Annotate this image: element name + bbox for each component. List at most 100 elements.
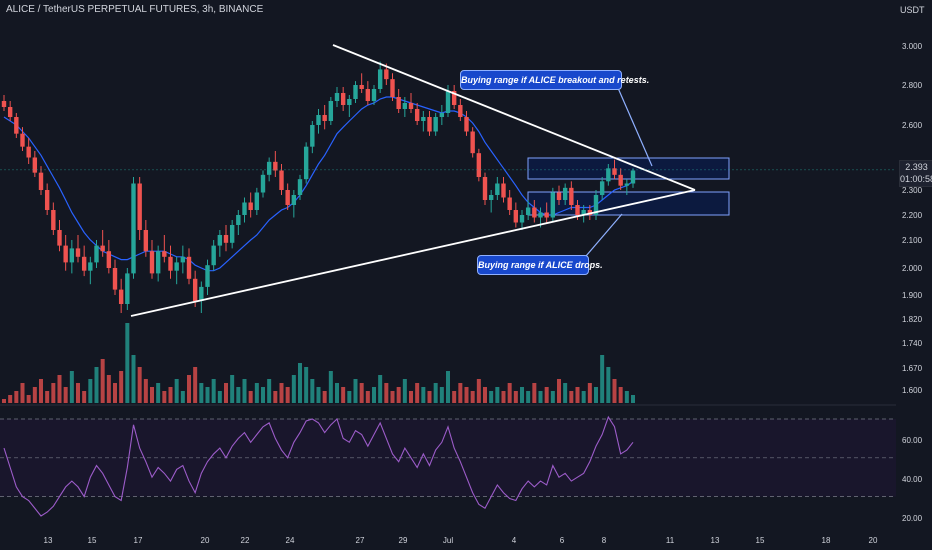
candle-body [384,69,389,80]
volume-bar [205,387,210,403]
volume-bar [261,387,265,403]
volume-bar [230,375,235,403]
candle-body [587,210,593,215]
candle-body [488,195,494,200]
ascending-trendline[interactable] [130,189,696,317]
candle-body [118,289,124,304]
current-price-value: 2.393 [905,162,928,172]
time-tick-label: 13 [44,536,53,545]
volume-bar [483,387,487,403]
candle-body [377,69,383,89]
candle-body [155,251,161,274]
price-tick-label: 2.600 [902,121,923,130]
candle-body [211,245,216,266]
volume-bar [365,391,370,403]
volume-bar [242,379,247,403]
volume-bar [224,383,228,403]
volume-bar [88,379,93,403]
candle-body [414,109,420,121]
volume-bar [501,391,506,403]
time-tick-label: 17 [134,536,143,545]
candle-body [439,113,445,117]
candle-body [347,99,352,105]
candle-body [575,205,580,215]
candle-body [217,235,223,246]
volume-bar [236,387,241,403]
candle-body [513,210,519,223]
volume-bar [328,371,333,403]
volume-bar [162,391,167,403]
candle-body [328,101,334,121]
time-tick-label: 24 [286,536,295,545]
volume-bar [433,383,438,403]
candle-body [106,251,112,268]
candle-body [618,174,623,186]
lower-range-note[interactable]: Buying range if ALICE drops. [477,255,603,275]
rsi-tick-label: 40.00 [902,475,923,484]
volume-bar [131,355,136,403]
trendline-layer[interactable] [130,44,696,317]
volume-bar [507,383,512,403]
volume-bar [137,367,142,403]
volume-bar [452,391,457,403]
current-price-tag: 2.393 01:00:58 [899,160,932,187]
candle-body [359,85,364,89]
price-tick-label: 3.000 [902,42,923,51]
volume-bar [76,383,80,403]
candle-body [421,117,426,121]
candle-body [365,89,371,101]
volume-bar [291,375,296,403]
time-tick-label: 27 [356,536,365,545]
candle-body [310,125,315,147]
candle-body [556,192,562,200]
candle-body [236,215,241,225]
volume-bar [267,379,272,403]
time-tick-label: 22 [241,536,250,545]
volume-bar [304,367,309,403]
volume-bar [125,323,130,403]
axes-layer: 3.000 2.800 2.600 2.300 2.200 2.100 2.000 1.900… [0,42,923,545]
candle-body [69,248,75,263]
candle-body [371,89,377,101]
volume-bar [587,383,592,403]
volume-bar [464,387,469,403]
volume-bar [63,387,68,403]
candle-body [581,210,586,215]
breakout-range-box[interactable] [527,157,730,180]
candle-body [57,230,62,246]
volume-bar [581,391,586,403]
candle-body [445,91,451,113]
volume-bar [150,387,154,403]
volume-bar [298,363,302,403]
candle-body [149,251,155,274]
candle-body [501,183,506,198]
candle-body [606,168,611,182]
lower-note-pointer [585,213,623,257]
volume-bar [45,391,50,403]
candle-body [285,190,290,205]
candle-body [538,212,543,218]
candle-body [562,187,568,200]
volume-bar [575,387,580,403]
candle-body [88,262,93,271]
candles-layer [1,61,636,313]
time-tick-label: 18 [822,536,831,545]
volume-bar [421,387,426,403]
price-tick-label: 1.600 [902,386,923,395]
volume-bar [285,387,290,403]
upper-note-pointer [617,87,653,167]
candle-body [396,97,401,109]
candle-body [525,207,531,215]
descending-trendline[interactable] [332,44,696,191]
lower-range-note-text: Buying range if ALICE drops. [478,260,603,270]
price-tick-label: 1.740 [902,339,923,348]
candle-body [569,187,574,205]
candle-body [131,183,136,274]
volume-bar [143,379,148,403]
upper-range-note[interactable]: Buying range if ALICE breakout and retes… [460,70,649,90]
candle-body [340,93,346,105]
time-tick-label: 29 [399,536,408,545]
candle-body [402,103,408,109]
volume-bar [168,387,173,403]
